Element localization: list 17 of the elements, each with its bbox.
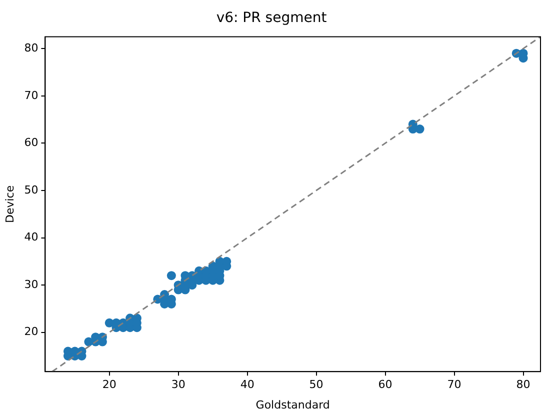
y-tick-label: 50 xyxy=(24,183,38,196)
chart-title: v6: PR segment xyxy=(216,10,328,26)
x-tick-label: 20 xyxy=(102,378,116,392)
x-tick-label: 30 xyxy=(171,378,186,392)
y-tick-label: 40 xyxy=(24,230,38,244)
x-tick-label: 70 xyxy=(447,378,462,392)
x-axis-title: Goldstandard xyxy=(256,398,330,412)
x-tick-label: 80 xyxy=(516,378,530,392)
y-tick-label: 20 xyxy=(24,325,38,338)
y-tick-label: 80 xyxy=(24,41,38,54)
x-tick-label: 50 xyxy=(309,378,324,392)
y-tick-label: 30 xyxy=(24,278,38,291)
y-axis-title: Device xyxy=(3,185,16,224)
y-tick-label: 60 xyxy=(24,136,38,150)
x-tick-label: 40 xyxy=(240,378,254,392)
x-tick-label: 60 xyxy=(378,378,392,392)
y-tick-label: 70 xyxy=(24,88,38,102)
